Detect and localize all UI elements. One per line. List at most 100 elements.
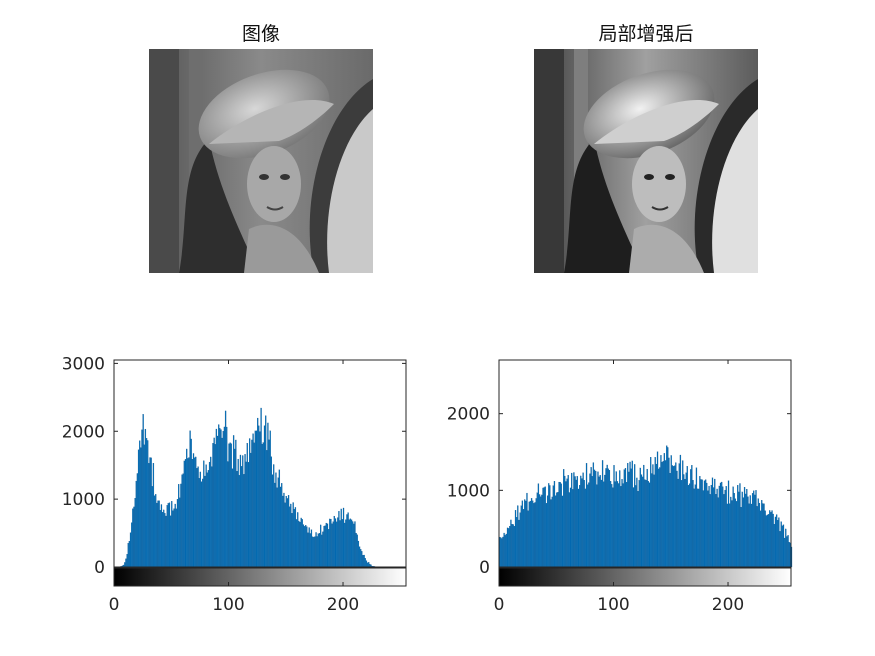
histogram-bar <box>536 492 538 568</box>
histogram-bar <box>522 509 525 568</box>
histogram-bar <box>604 474 606 568</box>
histogram-bar <box>535 498 537 568</box>
histogram-bar <box>721 481 723 568</box>
histogram-bar <box>675 462 677 568</box>
histogram-bar <box>677 478 679 568</box>
histogram-bar <box>569 487 572 568</box>
histogram-bar <box>769 510 771 568</box>
histogram-bar <box>772 513 774 568</box>
histogram-bar <box>606 464 608 568</box>
histogram-bar <box>567 475 569 568</box>
y-tick-label: 2000 <box>447 405 490 425</box>
histogram-bar <box>784 537 786 568</box>
histogram-bar <box>757 498 759 568</box>
histogram-bar <box>509 526 511 568</box>
histogram-bar <box>551 496 553 568</box>
histogram-bar <box>732 486 734 568</box>
histogram-bar <box>545 503 548 568</box>
histogram-bar <box>683 474 685 568</box>
histogram-bar <box>733 492 735 568</box>
histogram-bar <box>609 481 612 568</box>
histogram-bar <box>552 485 554 568</box>
histogram-bar <box>685 472 687 568</box>
x-tick-label: 100 <box>212 595 244 615</box>
histogram-bar <box>643 464 645 568</box>
image-title-original: 图像 <box>241 23 280 45</box>
histogram-bar <box>518 519 520 568</box>
histogram-bar <box>590 467 592 568</box>
histogram-bar <box>701 479 703 568</box>
grayscale-colorbar <box>113 567 407 587</box>
histogram-bar <box>605 468 607 568</box>
histogram-bar <box>607 468 609 568</box>
histogram-bar <box>534 502 536 568</box>
histogram-bar <box>516 517 518 568</box>
histogram-bar <box>739 483 741 568</box>
histogram-bar <box>540 496 542 568</box>
original-image <box>149 49 373 273</box>
histogram-bar <box>749 495 751 568</box>
histogram-bar <box>648 482 651 568</box>
histogram-bar <box>511 524 513 568</box>
histogram-bar <box>740 507 742 568</box>
histogram-bar <box>682 460 684 568</box>
histogram-bar <box>762 503 764 568</box>
histogram-bar <box>696 488 699 568</box>
grayscale-colorbar <box>498 567 792 587</box>
histogram-bar <box>725 486 727 568</box>
histogram-bar <box>719 482 722 568</box>
histogram-bar <box>679 454 682 568</box>
histogram-bar <box>694 484 696 568</box>
histogram-bar <box>640 474 643 568</box>
histogram-bar <box>600 479 603 568</box>
histogram-bar <box>698 488 700 568</box>
histogram-bar <box>786 536 788 568</box>
histogram-bar <box>715 494 717 568</box>
histogram-bar <box>611 484 613 568</box>
histogram-bar <box>746 489 748 568</box>
histogram-bar <box>503 532 505 568</box>
histogram-bar <box>615 471 617 568</box>
histogram-bar <box>763 503 765 568</box>
histogram-bar <box>533 503 535 568</box>
histogram-bar <box>700 479 702 568</box>
histogram-bar <box>753 490 755 568</box>
histogram-bar <box>659 467 661 568</box>
histogram-bar <box>703 480 706 568</box>
histogram-bar <box>750 503 753 568</box>
histogram-bar <box>651 473 653 568</box>
histogram-bars <box>498 445 793 568</box>
histogram-bar <box>596 484 598 568</box>
histogram-bar <box>532 500 534 568</box>
histogram-bar <box>530 498 533 568</box>
histogram-bar <box>655 463 658 568</box>
histogram-bar <box>612 487 614 568</box>
histogram-bar <box>636 477 638 568</box>
histogram-bar <box>766 514 769 568</box>
histogram-bar <box>754 494 756 568</box>
y-tick-label: 1000 <box>62 490 105 510</box>
histogram-bar <box>751 493 754 568</box>
histogram-bar <box>724 489 726 568</box>
histogram-bar <box>622 483 624 568</box>
histogram-bar <box>722 486 724 568</box>
histogram-bar <box>708 485 710 568</box>
histogram-bar <box>667 447 669 568</box>
y-tick-label: 0 <box>479 558 490 578</box>
histogram-bar <box>718 485 720 568</box>
histogram-bar <box>686 466 688 568</box>
histogram-bar <box>738 491 740 568</box>
histogram-bar <box>717 497 719 568</box>
histogram-bar <box>521 500 524 568</box>
histogram-bar <box>759 510 762 568</box>
histogram-bar <box>692 480 694 568</box>
histogram-bar <box>670 455 672 568</box>
histogram-bar <box>691 465 693 568</box>
histogram-bar <box>561 495 564 568</box>
histogram-bar <box>662 461 664 568</box>
histogram-bar <box>652 464 654 568</box>
histogram-bar <box>583 480 585 568</box>
histogram-bar <box>773 523 775 568</box>
axes-box <box>498 359 792 568</box>
histogram-bar <box>548 483 550 568</box>
